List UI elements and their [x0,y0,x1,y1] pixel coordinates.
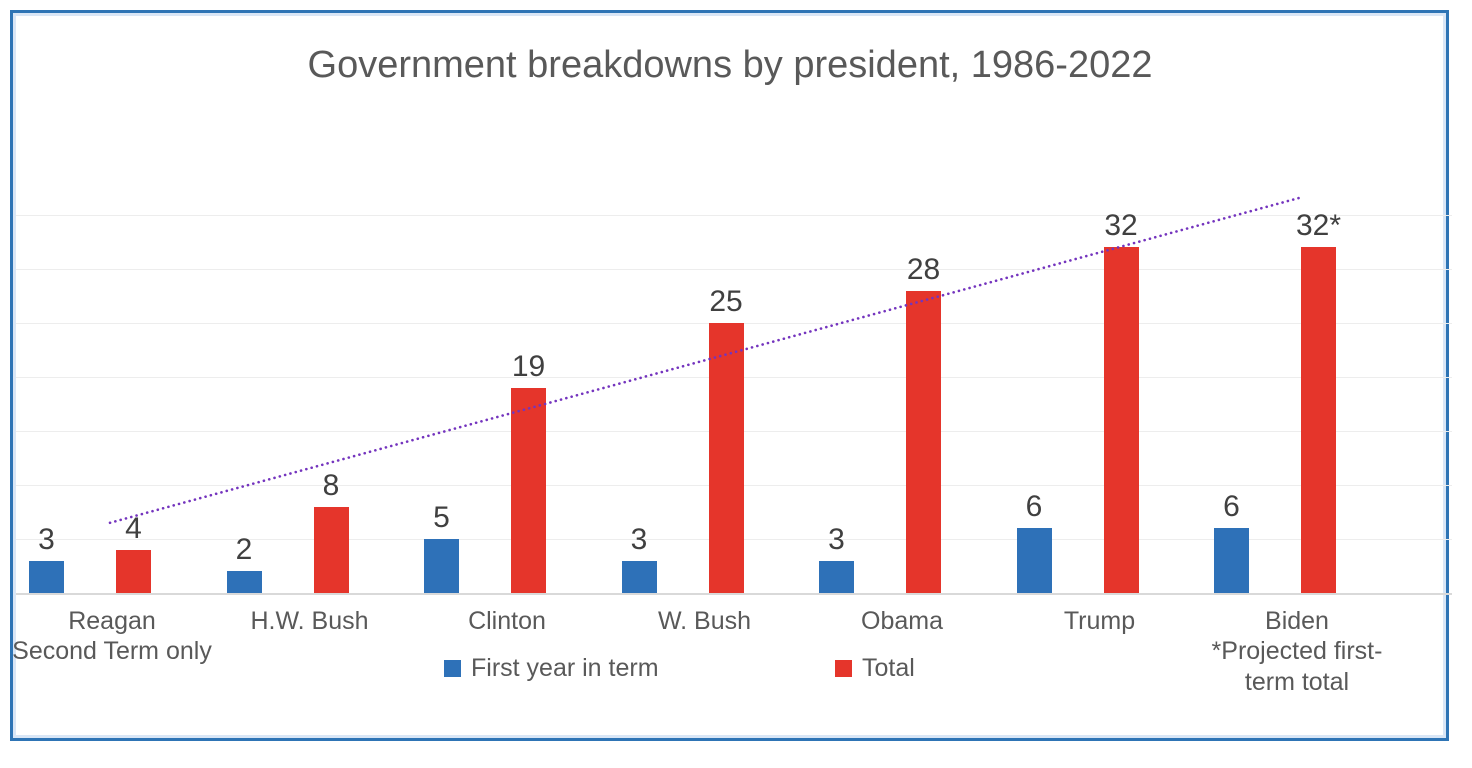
category-note-biden: *Projected first-term total [1211,637,1383,696]
category-label-trump: Trump [1063,607,1136,635]
bar-value-label: 6 [1223,490,1240,524]
bar-value-label: 5 [433,501,450,534]
bar-value-label: 3 [828,522,845,556]
bar-total-biden [1301,247,1336,593]
bar-total-h-w-bush [313,506,349,593]
bar-first-year-in-term-trump [1016,528,1052,593]
category-label-w-bush: W. Bush [657,607,752,635]
bar-value-label: 2 [235,533,253,567]
bar-total-clinton [511,387,546,593]
legend: First year in term Total [0,651,1472,685]
bar-total-w-bush [708,323,744,593]
bar-value-label: 6 [1025,490,1043,524]
bar-value-label: 25 [709,285,743,318]
legend-label-first-year: First year in term [471,653,659,682]
category-label-biden: Biden [1265,607,1329,635]
bar-total-trump [1103,247,1139,593]
bar-value-label: 32* [1295,209,1342,243]
gridline [16,269,1452,270]
legend-swatch-first-year [444,659,461,677]
bar-value-label: 28 [906,252,941,286]
category-label-reagan: Reagan [68,607,156,635]
category-note-reagan: Second Term only [12,637,212,665]
bar-first-year-in-term-obama [819,560,854,593]
bar-value-label: 32 [1104,209,1138,243]
legend-item-total: Total [835,651,915,685]
bar-value-label: 3 [38,522,55,556]
bar-value-label: 19 [511,349,546,383]
bar-total-obama [906,290,941,593]
bar-first-year-in-term-reagan [29,560,64,593]
category-label-obama: Obama [861,607,943,635]
category-label-clinton: Clinton [468,607,546,635]
bar-first-year-in-term-w-bush [621,560,657,593]
bar-value-label: 3 [630,522,648,556]
bar-first-year-in-term-biden [1214,528,1249,593]
chart-title: Government breakdowns by president, 1986… [307,44,1153,86]
bar-value-label: 8 [322,468,340,502]
legend-item-first-year: First year in term [444,651,659,685]
bar-first-year-in-term-clinton [424,539,459,593]
x-axis-line [16,593,1452,595]
bar-first-year-in-term-h-w-bush [226,571,262,593]
bar-total-reagan [116,549,151,593]
legend-swatch-total [835,659,852,677]
category-label-h-w-bush: H.W. Bush [250,607,369,635]
gridline [16,215,1452,216]
legend-label-total: Total [862,653,915,682]
bar-value-label: 4 [125,511,142,545]
